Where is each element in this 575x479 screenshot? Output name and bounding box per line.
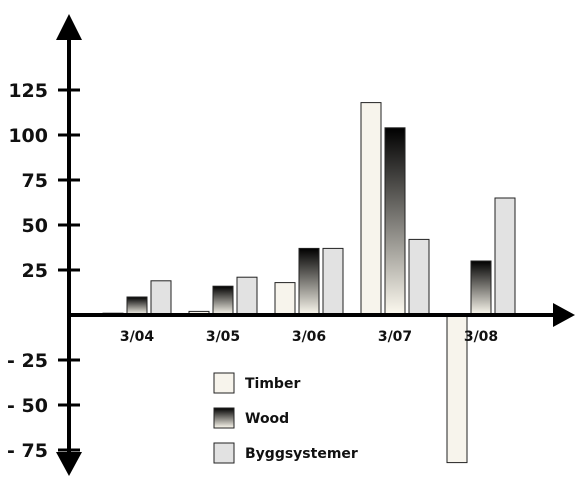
bar-wood-3-05 [212,285,234,316]
bar-wood-3-07 [384,127,406,316]
y-tick-label: - 75 [7,440,48,462]
bar-byggsystemer-3-07 [408,238,430,316]
bar-byggsystemer-3-08 [494,197,516,316]
y-tick-label: - 50 [7,395,48,417]
legend-swatch-byggsystemer [213,442,235,464]
bar-byggsystemer-3-06 [322,247,344,316]
x-category-label: 3/08 [464,329,498,345]
bar-byggsystemer-3-04 [150,280,172,316]
bar-timber-3-07 [360,102,382,316]
y-tick-label: 25 [22,260,48,282]
category-labels: 3/04 3/05 3/06 3/07 3/08 [120,329,498,345]
y-tick-label: 125 [8,80,48,102]
bars-layer [102,102,516,464]
legend-swatch-timber [213,372,235,394]
x-category-label: 3/05 [206,329,240,345]
y-tick-label: - 25 [7,350,48,372]
x-category-label: 3/06 [292,329,326,345]
x-axis-arrow [553,303,575,327]
legend-label-timber: Timber [245,376,300,392]
bar-wood-3-04 [126,296,148,316]
y-tick-label: 75 [22,170,48,192]
x-category-label: 3/04 [120,329,155,345]
y-tick-label: 100 [8,125,48,147]
y-axis-arrow-bottom [56,452,82,476]
legend-swatch-wood [213,407,235,429]
bar-byggsystemer-3-05 [236,276,258,316]
axes-layer [56,14,575,476]
legend-label-wood: Wood [245,411,289,427]
y-tick-label: 50 [22,215,48,237]
ticks-layer: 125 100 75 50 25 - 25 - 50 - 75 [7,80,80,462]
legend: Timber Wood Byggsystemer [213,372,358,464]
legend-label-byggsystemer: Byggsystemer [245,446,358,462]
bar-wood-3-06 [298,247,320,316]
bar-wood-3-08 [470,260,492,316]
y-axis-arrow-top [56,14,82,40]
x-category-label: 3/07 [378,329,412,345]
bar-timber-3-06 [274,282,296,316]
